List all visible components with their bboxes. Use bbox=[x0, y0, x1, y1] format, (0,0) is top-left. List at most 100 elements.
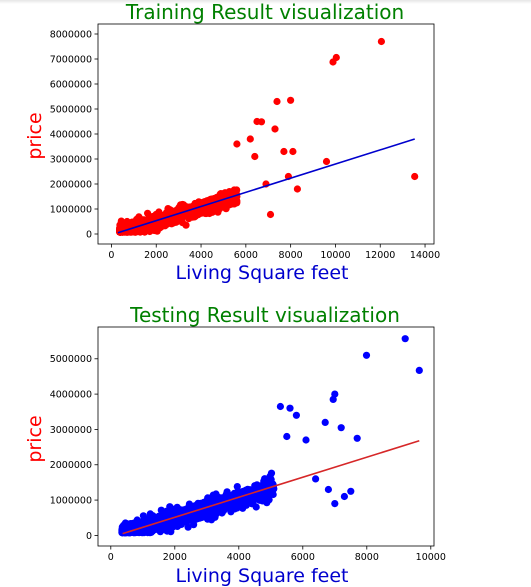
data-point bbox=[292, 411, 300, 419]
data-point bbox=[233, 483, 241, 491]
x-tick-label: 14000 bbox=[410, 250, 440, 261]
data-point bbox=[324, 485, 332, 494]
data-point bbox=[252, 503, 260, 511]
testing-chart-ticks: 0 2000 4000 6000 8000 10000 0 1000000 2000000 300… bbox=[50, 354, 446, 563]
data-point bbox=[207, 205, 215, 213]
testing-chart-title: Testing Result visualization bbox=[129, 303, 400, 327]
data-point bbox=[265, 491, 273, 499]
x-tick-label: 6000 bbox=[291, 552, 315, 563]
testing-chart-points bbox=[118, 335, 423, 537]
data-point bbox=[231, 498, 239, 506]
data-point bbox=[271, 125, 279, 133]
data-point bbox=[362, 351, 371, 359]
data-point bbox=[283, 432, 291, 441]
data-point bbox=[177, 212, 185, 221]
data-point bbox=[230, 489, 238, 497]
data-point bbox=[377, 37, 385, 46]
data-point bbox=[273, 97, 281, 106]
data-point bbox=[149, 512, 157, 520]
x-tick-label: 8000 bbox=[355, 552, 379, 563]
y-tick-label: 0 bbox=[86, 531, 92, 542]
testing-chart: Testing Result visualization Living Squa… bbox=[24, 303, 446, 587]
data-point bbox=[251, 152, 259, 161]
data-point bbox=[266, 210, 275, 219]
x-tick-label: 12000 bbox=[365, 250, 395, 261]
data-point bbox=[411, 172, 419, 181]
data-point bbox=[258, 489, 267, 497]
y-tick-label: 2000000 bbox=[50, 179, 92, 190]
data-point bbox=[293, 185, 301, 193]
data-point bbox=[147, 528, 155, 536]
data-point bbox=[401, 335, 409, 343]
x-tick-label: 2000 bbox=[163, 552, 187, 563]
y-tick-label: 1000000 bbox=[50, 495, 92, 506]
data-point bbox=[180, 517, 188, 525]
training-chart-ylabel: price bbox=[24, 112, 46, 159]
data-point bbox=[187, 505, 196, 513]
training-chart-ticks: 0 2000 4000 6000 8000 10000 12000 14000 0 1000000… bbox=[50, 29, 440, 261]
training-chart-title: Training Result visualization bbox=[125, 0, 404, 24]
training-chart-points bbox=[116, 37, 419, 236]
data-point bbox=[184, 523, 192, 531]
data-point bbox=[212, 490, 220, 498]
data-point bbox=[222, 502, 230, 510]
testing-chart-regression-line bbox=[122, 439, 420, 535]
x-tick-label: 6000 bbox=[234, 250, 258, 261]
data-point bbox=[246, 135, 254, 143]
data-point bbox=[289, 147, 297, 156]
y-tick-label: 3000000 bbox=[50, 425, 92, 436]
data-point bbox=[337, 424, 345, 432]
data-point bbox=[329, 395, 337, 403]
data-point bbox=[257, 118, 266, 126]
training-chart-regression-line bbox=[117, 138, 415, 234]
data-point bbox=[166, 503, 174, 511]
data-point bbox=[208, 498, 216, 506]
data-point bbox=[144, 209, 152, 217]
y-tick-label: 4000000 bbox=[50, 129, 92, 140]
y-tick-label: 2000000 bbox=[50, 460, 92, 471]
data-point bbox=[331, 500, 339, 508]
y-tick-label: 4000000 bbox=[50, 390, 92, 401]
data-point bbox=[206, 509, 214, 517]
data-point bbox=[280, 147, 288, 156]
regression-line bbox=[117, 138, 415, 234]
data-point bbox=[322, 157, 331, 166]
y-tick-label: 5000000 bbox=[50, 104, 92, 115]
data-point bbox=[141, 224, 149, 232]
data-point bbox=[212, 510, 220, 518]
data-point bbox=[287, 96, 295, 104]
data-point bbox=[347, 487, 355, 495]
window-top-edge bbox=[0, 0, 531, 4]
y-tick-label: 1000000 bbox=[50, 204, 92, 215]
data-point bbox=[321, 418, 329, 426]
data-point bbox=[216, 505, 224, 513]
y-tick-label: 3000000 bbox=[50, 154, 92, 165]
data-point bbox=[155, 512, 163, 521]
x-tick-label: 10000 bbox=[320, 250, 350, 261]
data-point bbox=[214, 208, 222, 216]
training-chart: Training Result visualization Living Squ… bbox=[24, 0, 440, 284]
x-tick-label: 8000 bbox=[279, 250, 303, 261]
training-chart-xlabel: Living Square feet bbox=[176, 262, 349, 284]
regression-line bbox=[122, 439, 420, 535]
data-point bbox=[329, 58, 337, 66]
testing-chart-frame bbox=[97, 326, 435, 547]
y-tick-label: 6000000 bbox=[50, 79, 92, 90]
data-point bbox=[340, 492, 348, 501]
data-point bbox=[276, 402, 284, 411]
data-point bbox=[185, 215, 193, 223]
data-point bbox=[353, 434, 361, 442]
y-tick-label: 5000000 bbox=[50, 354, 92, 365]
data-point bbox=[267, 469, 276, 477]
data-point bbox=[207, 516, 216, 524]
training-chart-frame bbox=[97, 23, 435, 245]
data-point bbox=[233, 140, 241, 148]
data-point bbox=[312, 475, 320, 483]
data-point bbox=[286, 404, 294, 412]
data-point bbox=[190, 521, 198, 529]
testing-chart-ylabel: price bbox=[24, 415, 46, 462]
y-tick-label: 7000000 bbox=[50, 54, 92, 65]
data-point bbox=[258, 497, 267, 505]
x-tick-label: 10000 bbox=[416, 552, 446, 563]
y-tick-label: 8000000 bbox=[50, 29, 92, 40]
